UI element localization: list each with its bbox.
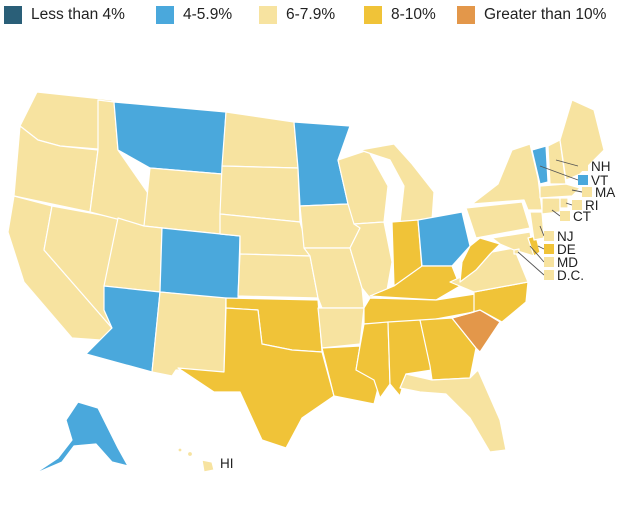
leader-line	[537, 245, 545, 250]
state-nm	[151, 291, 227, 377]
state-ar	[317, 307, 365, 349]
legend-item-8-to-10: 8-10%	[364, 5, 436, 25]
state-nj	[529, 211, 545, 241]
state-ct	[541, 197, 561, 215]
state-ny	[471, 143, 543, 211]
legend-label: 4-5.9%	[183, 6, 233, 23]
nj-box	[544, 231, 554, 241]
state-hi-island	[177, 447, 183, 453]
leader-line	[551, 209, 561, 217]
state-nd	[221, 111, 299, 169]
state-label-nh: NH	[591, 159, 611, 174]
state-md	[491, 231, 535, 257]
state-fl	[399, 369, 507, 453]
state-wy	[143, 167, 223, 235]
legend-label: 6-7.9%	[286, 6, 336, 23]
md-box	[544, 257, 554, 267]
leader-line	[565, 202, 573, 206]
leader-line	[571, 189, 583, 193]
de-box	[544, 244, 554, 254]
state-dc	[513, 248, 520, 255]
state-ma	[539, 183, 581, 199]
leader-line	[539, 165, 579, 181]
state-tx	[177, 307, 335, 449]
legend-swatch	[259, 6, 277, 24]
ct-box	[560, 211, 570, 221]
legend-swatch	[156, 6, 174, 24]
state-sd	[219, 165, 301, 223]
state-label-dc: D.C.	[557, 268, 584, 283]
legend-label: Less than 4%	[31, 6, 125, 23]
nh-box	[578, 161, 588, 171]
state-label-hi: HI	[220, 456, 234, 471]
ma-box	[582, 187, 592, 197]
state-co	[159, 227, 241, 301]
state-label-ct: CT	[573, 209, 591, 224]
ri-box	[572, 200, 582, 210]
legend-label: 8-10%	[391, 6, 436, 23]
state-vt	[531, 145, 549, 185]
legend-swatch	[457, 6, 475, 24]
state-label-ri: RI	[585, 198, 599, 213]
leader-line	[555, 159, 579, 167]
map-legend: Less than 4% 4-5.9% 6-7.9% 8-10% Greater…	[0, 0, 624, 30]
dc-box	[544, 270, 554, 280]
leader-line	[539, 225, 545, 237]
legend-label: Greater than 10%	[484, 6, 607, 23]
legend-swatch	[4, 6, 22, 24]
legend-item-greater-than-10: Greater than 10%	[457, 5, 606, 25]
state-nc	[451, 281, 529, 323]
state-ks	[237, 253, 319, 299]
state-label-de: DE	[557, 242, 576, 257]
state-label-md: MD	[557, 255, 578, 270]
vt-box	[578, 175, 588, 185]
state-ri	[559, 197, 569, 209]
state-hi	[201, 459, 215, 473]
leader-line	[529, 245, 545, 263]
state-mt	[113, 101, 227, 175]
state-me	[559, 99, 605, 181]
state-label-vt: VT	[591, 173, 608, 188]
state-pa	[465, 201, 531, 239]
legend-swatch	[364, 6, 382, 24]
legend-item-6-to-7-9: 6-7.9%	[259, 5, 335, 25]
state-wv	[459, 237, 501, 283]
state-label-nj: NJ	[557, 229, 574, 244]
state-label-ma: MA	[595, 185, 615, 200]
state-ak	[33, 401, 129, 475]
legend-item-4-to-5-9: 4-5.9%	[156, 5, 232, 25]
state-hi-island	[186, 450, 194, 458]
state-oh	[417, 211, 471, 267]
legend-item-less-than-4: Less than 4%	[4, 5, 125, 25]
leader-line	[517, 251, 545, 276]
